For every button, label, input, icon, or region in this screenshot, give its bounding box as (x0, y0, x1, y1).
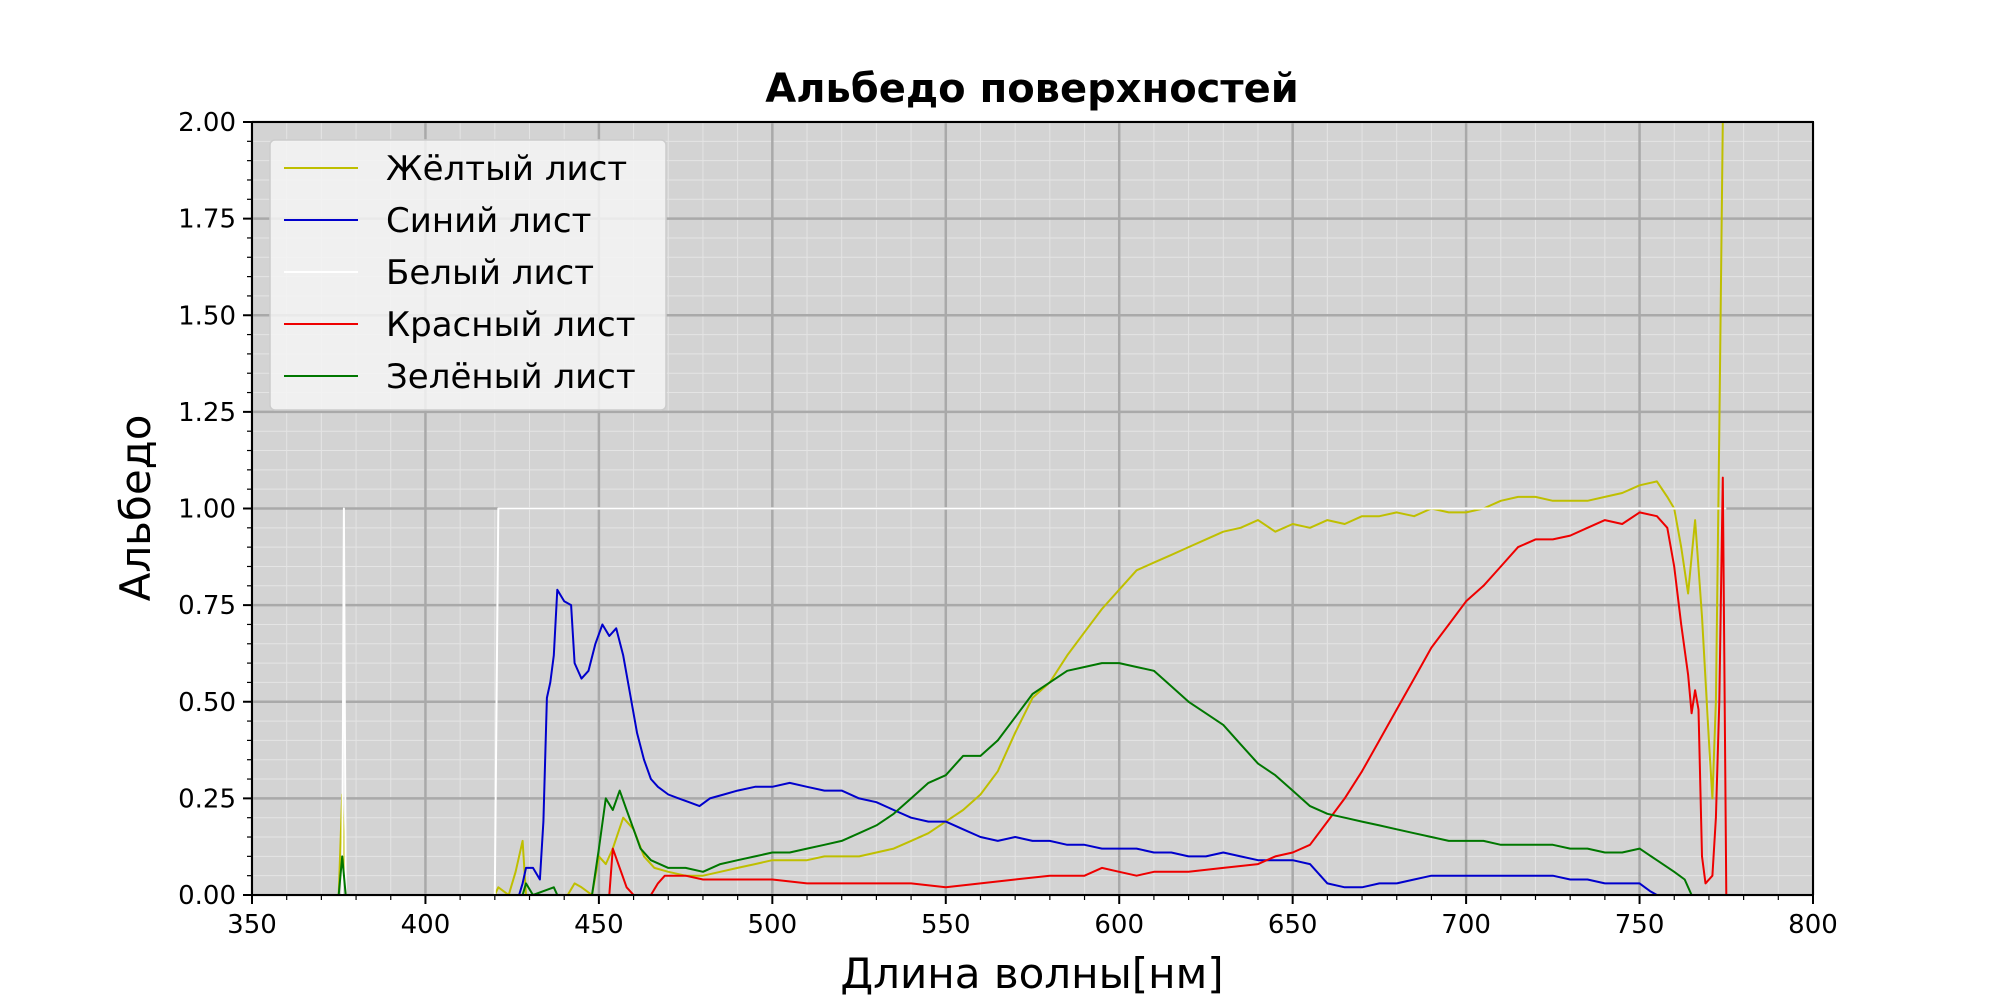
x-tick-label: 550 (921, 910, 971, 940)
x-tick-label: 750 (1615, 910, 1665, 940)
y-tick-label: 0.75 (178, 591, 236, 621)
y-tick-label: 1.50 (178, 301, 236, 331)
x-tick-label: 800 (1788, 910, 1838, 940)
chart-title: Альбедо поверхностей (765, 66, 1298, 112)
x-axis: 350 400 450 500 550 600 650 700 750 800 (227, 895, 1838, 940)
series-line-blue (518, 588, 1675, 895)
y-tick-label: 0.00 (178, 881, 236, 911)
legend-label-blue: Синий лист (386, 201, 591, 241)
x-tick-label: 500 (748, 910, 798, 940)
y-tick-label: 1.75 (178, 205, 236, 235)
x-tick-label: 700 (1441, 910, 1491, 940)
legend-label-white: Белый лист (386, 253, 594, 293)
y-tick-label: 1.25 (178, 398, 236, 428)
y-axis-label: Альбедо (111, 415, 160, 602)
y-tick-label: 2.00 (178, 108, 236, 138)
y-axis: 0.00 0.25 0.50 0.75 1.00 1.25 1.50 1.75 2.00 (178, 108, 252, 911)
legend-label-yellow: Жёлтый лист (386, 149, 627, 189)
legend: Жёлтый лист Синий лист Белый лист Красны… (269, 139, 667, 411)
y-tick-label: 0.50 (178, 688, 236, 718)
series-line-red (608, 476, 1728, 895)
x-tick-label: 450 (574, 910, 624, 940)
series-line-green (337, 662, 1693, 895)
series-line-white (341, 507, 1727, 895)
series-line-yellow (337, 122, 1727, 895)
legend-label-red: Красный лист (386, 305, 636, 345)
x-tick-label: 350 (227, 910, 277, 940)
y-tick-label: 1.00 (178, 495, 236, 525)
y-tick-label: 0.25 (178, 784, 236, 814)
x-tick-label: 600 (1094, 910, 1144, 940)
x-axis-label: Длина волны[нм] (840, 949, 1223, 998)
legend-box (269, 139, 667, 411)
x-tick-label: 400 (401, 910, 451, 940)
series-layer (337, 122, 1728, 895)
x-tick-label: 650 (1268, 910, 1318, 940)
legend-label-green: Зелёный лист (386, 357, 636, 397)
